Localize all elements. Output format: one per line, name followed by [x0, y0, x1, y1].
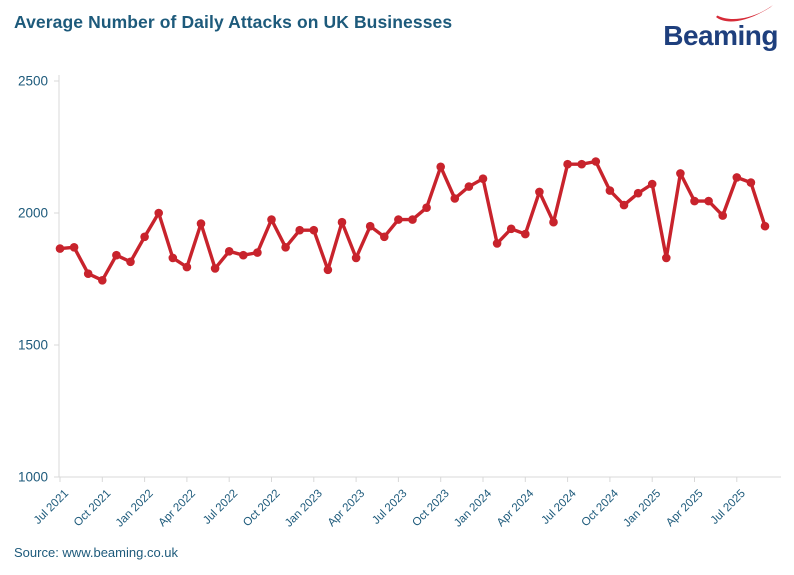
data-point: [535, 187, 544, 197]
data-point: [478, 174, 488, 183]
data-point: [492, 239, 502, 248]
data-point: [506, 224, 516, 234]
data-point: [732, 173, 742, 182]
x-tick-label: Jul 2024: [539, 487, 579, 527]
data-point: [619, 200, 629, 210]
data-point: [253, 248, 262, 257]
x-tick-label: Oct 2022: [241, 488, 282, 529]
data-point: [281, 243, 290, 252]
data-point: [591, 157, 601, 166]
data-point: [224, 247, 234, 256]
x-tick-label: Oct 2024: [580, 487, 622, 529]
data-point: [394, 215, 403, 224]
source-caption: Source: www.beaming.co.uk: [14, 545, 179, 560]
data-point: [760, 221, 770, 231]
data-point: [337, 217, 347, 227]
y-tick-label: 2500: [18, 74, 48, 89]
data-point: [563, 159, 572, 169]
x-tick-label: Jan 2024: [452, 487, 494, 529]
data-point: [126, 257, 135, 267]
data-point: [549, 217, 558, 227]
data-point: [323, 265, 333, 275]
x-tick-label: Jan 2025: [621, 488, 663, 530]
logo-wordmark: Beaming: [663, 20, 778, 51]
data-point: [690, 196, 699, 206]
data-point: [408, 215, 417, 224]
data-point: [182, 262, 192, 272]
x-tick-label: Apr 2023: [326, 488, 367, 529]
data-point: [365, 221, 375, 231]
y-tick-label: 2000: [18, 206, 48, 221]
x-tick-label: Jan 2023: [283, 488, 325, 530]
data-point: [351, 253, 361, 263]
beaming-logo: Beaming: [658, 5, 778, 54]
data-point: [647, 179, 657, 189]
data-point: [83, 269, 93, 279]
data-point: [140, 232, 149, 242]
y-tick-label: 1500: [18, 338, 48, 353]
x-tick-label: Jul 2021: [32, 488, 71, 527]
data-point: [450, 194, 460, 203]
data-point: [210, 264, 220, 273]
data-point: [168, 253, 178, 263]
x-tick-label: Jul 2022: [201, 488, 240, 527]
data-point: [309, 225, 319, 235]
y-tick-label: 1000: [18, 470, 48, 485]
data-point: [704, 196, 713, 206]
logo-swoosh-icon: [716, 5, 773, 22]
x-tick-label: Oct 2021: [72, 488, 113, 529]
data-point: [422, 203, 431, 212]
data-point: [69, 243, 79, 252]
x-tick-label: Jan 2022: [114, 488, 156, 530]
data-point: [521, 229, 530, 239]
data-point: [380, 232, 389, 242]
data-point: [55, 244, 65, 253]
x-tick-label: Oct 2023: [410, 488, 451, 529]
data-point: [267, 215, 276, 224]
data-point: [98, 276, 107, 285]
page-title: Average Number of Daily Attacks on UK Bu…: [14, 12, 453, 32]
data-point: [239, 250, 248, 260]
x-tick-label: Apr 2024: [495, 487, 537, 529]
data-point: [464, 182, 474, 191]
x-tick-label: Apr 2022: [157, 488, 198, 529]
data-point: [196, 219, 206, 228]
data-point: [436, 162, 446, 172]
data-point: [112, 250, 121, 260]
data-point: [662, 253, 671, 263]
data-point: [577, 159, 586, 169]
data-point: [718, 211, 727, 220]
data-point: [154, 208, 163, 218]
data-point: [633, 188, 643, 198]
x-tick-label: Jul 2023: [370, 488, 409, 527]
data-point: [676, 169, 685, 178]
data-point: [746, 178, 756, 187]
x-tick-label: Apr 2025: [664, 488, 705, 529]
x-tick-label: Jul 2025: [709, 488, 748, 527]
data-point: [295, 225, 305, 235]
data-point: [605, 186, 615, 195]
